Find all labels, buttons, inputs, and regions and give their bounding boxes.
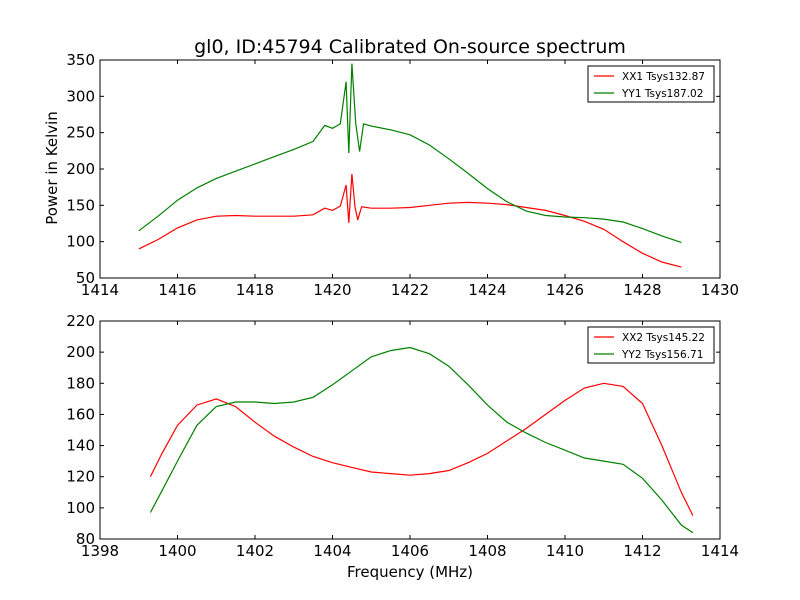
y-tick-label: 100 (66, 233, 95, 251)
legend-entry: YY1 Tsys187.02 (621, 88, 703, 100)
x-tick-label: 1424 (468, 281, 506, 299)
y-tick-label: 180 (66, 374, 95, 392)
legend: XX2 Tsys145.22 YY2 Tsys156.71 (587, 326, 715, 364)
x-tick-label: 1422 (391, 281, 429, 299)
x-tick-label: 1420 (313, 281, 351, 299)
x-tick-label: 1400 (158, 542, 196, 560)
x-tick-label: 1408 (468, 542, 506, 560)
y-axis-label: Power in Kelvin (43, 111, 61, 225)
x-tick-label: 1412 (623, 542, 661, 560)
y-tick-label: 200 (66, 160, 95, 178)
y-tick-label: 250 (66, 124, 95, 142)
x-tick-label: 1428 (623, 281, 661, 299)
x-tick-label: 1416 (158, 281, 196, 299)
legend-box (587, 326, 715, 364)
legend-box (587, 65, 715, 103)
x-tick-label: 1418 (236, 281, 274, 299)
x-tick-label: 1406 (391, 542, 429, 560)
series-line-1-0 (149, 382, 694, 516)
y-tick-label: 80 (76, 530, 95, 548)
y-tick-label: 300 (66, 87, 95, 105)
x-tick-label: 1410 (546, 542, 584, 560)
series-line-0-1 (138, 63, 682, 243)
x-tick-label: 1398 (81, 542, 119, 560)
x-tick-label: 1402 (236, 542, 274, 560)
legend-entry: XX1 Tsys132.87 (622, 71, 705, 83)
legend-entry: YY2 Tsys156.71 (621, 349, 703, 361)
y-tick-label: 160 (66, 405, 95, 423)
series-line-0-0 (138, 174, 682, 268)
x-tick-label: 1414 (81, 281, 119, 299)
x-tick-label: 1426 (546, 281, 584, 299)
y-tick-label: 200 (66, 343, 95, 361)
x-tick-label: 1430 (701, 281, 739, 299)
y-tick-label: 150 (66, 196, 95, 214)
legend: XX1 Tsys132.87 YY1 Tsys187.02 (587, 65, 715, 103)
bottom-plot-panel: 1398 1400 1402 1404 1406 1408 1410 1412 1414 80 10… (66, 312, 739, 560)
y-tick-label: 220 (66, 312, 95, 330)
y-tick-label: 140 (66, 437, 95, 455)
chart-title: gl0, ID:45794 Calibrated On-source spect… (194, 36, 626, 58)
x-tick-label: 1404 (313, 542, 351, 560)
legend-entry: XX2 Tsys145.22 (622, 332, 705, 344)
x-tick-label: 1414 (701, 542, 739, 560)
y-tick-label: 120 (66, 468, 95, 486)
y-tick-label: 100 (66, 499, 95, 517)
x-axis-label: Frequency (MHz) (347, 563, 473, 581)
y-tick-label: 50 (76, 269, 95, 287)
series-line-1-1 (149, 346, 694, 534)
y-tick-label: 350 (66, 51, 95, 69)
top-plot-panel: 1414 1416 1418 1420 1422 1424 1426 1428 1430 50 10… (66, 51, 739, 299)
